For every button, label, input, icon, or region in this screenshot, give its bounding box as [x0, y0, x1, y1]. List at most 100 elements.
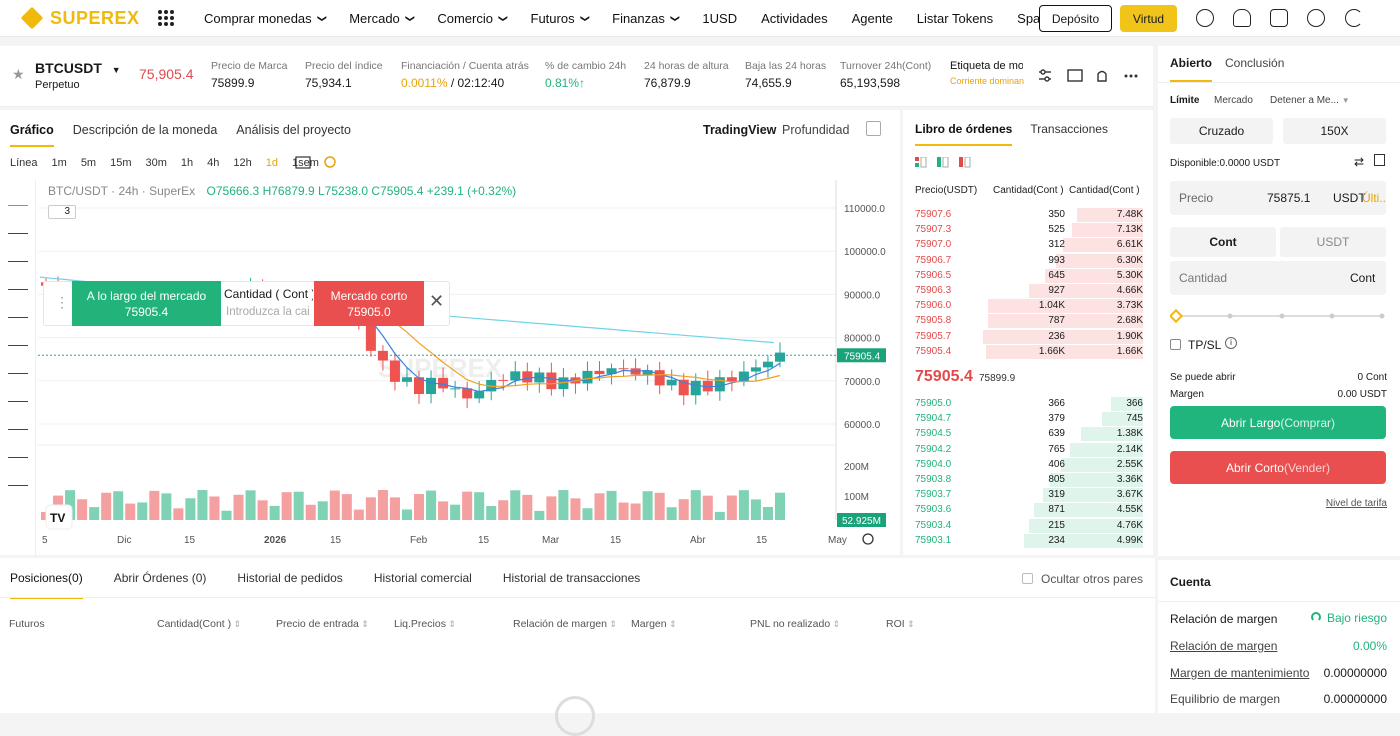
calculator-icon[interactable] — [1374, 154, 1385, 166]
column-header-2[interactable]: Precio de entrada ⇕ — [276, 618, 369, 630]
tab-depth[interactable]: Profundidad — [782, 123, 850, 137]
unit-usdt-tab[interactable]: USDT — [1280, 227, 1386, 257]
nav-item-8[interactable]: Listar Tokens — [917, 11, 993, 26]
tab-positions-2[interactable]: Historial de pedidos — [237, 571, 343, 585]
orderbook-row-bids[interactable]: 75904.5 639 1.38K — [915, 427, 1143, 442]
trendline-icon[interactable] — [8, 216, 28, 234]
column-header-5[interactable]: Margen ⇕ — [631, 618, 677, 630]
timeframe-5[interactable]: 1h — [180, 157, 194, 169]
tab-close[interactable]: Conclusión — [1225, 56, 1285, 70]
user-icon[interactable] — [1196, 9, 1214, 27]
ruler-icon[interactable] — [8, 412, 28, 430]
zoom-icon[interactable] — [8, 440, 28, 458]
orderbook-row-asks[interactable]: 75905.7 236 1.90K — [915, 329, 1143, 345]
nav-item-7[interactable]: Agente — [852, 11, 893, 26]
quick-short-button[interactable]: Mercado corto 75905.0 — [314, 281, 424, 326]
fullscreen-icon[interactable] — [866, 121, 881, 136]
bell-icon[interactable] — [1233, 9, 1251, 27]
magnet-icon[interactable] — [8, 468, 28, 486]
orderbook-row-asks[interactable]: 75906.3 927 4.66K — [915, 284, 1143, 299]
tab-tradingview[interactable]: TradingView — [703, 123, 777, 137]
horizontal-lines-icon[interactable] — [8, 244, 28, 262]
orderbook-row-bids[interactable]: 75904.2 765 2.14K — [915, 442, 1143, 458]
quick-long-button[interactable]: A lo largo del mercado 75905.4 — [72, 281, 221, 326]
column-header-1[interactable]: Cantidad(Cont ) ⇕ — [157, 618, 241, 630]
nav-item-0[interactable]: Comprar monedas ❯ — [204, 11, 327, 26]
nav-item-1[interactable]: Mercado ❯ — [349, 11, 415, 26]
tab-open[interactable]: Abierto — [1170, 56, 1212, 82]
leverage-button[interactable]: 150X — [1283, 118, 1386, 144]
pattern-icon[interactable] — [8, 328, 28, 346]
tab-positions-1[interactable]: Abrir Órdenes (0) — [113, 571, 207, 585]
nav-item-6[interactable]: Actividades — [761, 11, 827, 26]
price-chart[interactable]: SUPEREX110000.0100000.090000.080000.0700… — [38, 180, 898, 552]
open-long-button[interactable]: Abrir Largo (Comprar) — [1170, 406, 1386, 439]
column-header-4[interactable]: Relación de margen ⇕ — [513, 618, 617, 630]
apps-grid-icon[interactable] — [158, 10, 174, 26]
brush-icon[interactable] — [8, 272, 28, 290]
orderbook-row-asks[interactable]: 75906.5 645 5.30K — [915, 268, 1143, 284]
tab-positions-0[interactable]: Posiciones(0) — [10, 571, 83, 599]
open-short-button[interactable]: Abrir Corto (Vender) — [1170, 451, 1386, 484]
orderbook-row-asks[interactable]: 75906.7 993 6.30K — [915, 253, 1143, 269]
timeframe-7[interactable]: 12h — [233, 157, 252, 169]
hide-pairs-checkbox[interactable] — [1022, 573, 1033, 584]
order-type-market[interactable]: Mercado — [1214, 95, 1253, 106]
timeframe-0[interactable]: Línea — [10, 157, 38, 169]
fee-level-link[interactable]: Nivel de tarifa — [1325, 498, 1387, 509]
order-type-stop[interactable]: Detener a Me... ▼ — [1270, 95, 1350, 106]
timeframe-1[interactable]: 1m — [51, 157, 67, 169]
tab-order-book[interactable]: Libro de órdenes — [915, 122, 1013, 146]
tab-trades[interactable]: Transacciones — [1030, 122, 1108, 136]
nav-item-4[interactable]: Finanzas ❯ — [612, 11, 680, 26]
orderbook-row-asks[interactable]: 75907.0 312 6.61K — [915, 238, 1143, 253]
maintenance-margin-link[interactable]: Margen de mantenimiento — [1170, 666, 1310, 680]
orderbook-row-bids[interactable]: 75903.6 871 4.55K — [915, 503, 1143, 518]
account-margin-ratio-link[interactable]: Relación de margen — [1170, 639, 1278, 653]
nav-item-2[interactable]: Comercio ❯ — [437, 11, 508, 26]
globe-icon[interactable] — [1307, 9, 1325, 27]
close-icon[interactable]: ✕ — [429, 291, 445, 311]
favorite-star-icon[interactable]: ★ — [12, 66, 25, 82]
timeframe-3[interactable]: 15m — [110, 157, 132, 169]
orderbook-view-toggles[interactable] — [915, 157, 975, 169]
transfer-icon[interactable]: ⇄ — [1354, 155, 1365, 169]
download-icon[interactable] — [1270, 9, 1288, 27]
quantity-input[interactable]: Cantidad Cont — [1170, 261, 1386, 295]
text-icon[interactable] — [8, 300, 28, 318]
orderbook-row-bids[interactable]: 75903.1 234 4.99K — [915, 533, 1143, 549]
orderbook-row-asks[interactable]: 75907.3 525 7.13K — [915, 223, 1143, 238]
timeframe-2[interactable]: 5m — [80, 157, 97, 169]
timeframe-4[interactable]: 30m — [145, 157, 167, 169]
tab-positions-4[interactable]: Historial de transacciones — [502, 571, 641, 585]
column-header-3[interactable]: Liq.Precios ⇕ — [394, 618, 456, 630]
orderbook-row-bids[interactable]: 75903.8 805 3.36K — [915, 473, 1143, 488]
vip-button[interactable]: Virtud — [1120, 5, 1177, 32]
timeframe-9[interactable]: 1sem — [292, 157, 319, 169]
orderbook-row-bids[interactable]: 75905.0 366 366 — [915, 397, 1143, 412]
symbol-selector[interactable]: BTCUSDT ▼ — [35, 60, 121, 76]
orderbook-row-bids[interactable]: 75903.7 319 3.67K — [915, 488, 1143, 503]
orderbook-row-asks[interactable]: 75907.6 350 7.48K — [915, 208, 1143, 223]
crosshair-icon[interactable] — [8, 188, 28, 206]
nav-item-5[interactable]: 1USD — [702, 11, 737, 26]
tpsl-checkbox[interactable] — [1170, 339, 1181, 350]
orderbook-row-bids[interactable]: 75904.7 379 745 — [915, 412, 1143, 427]
order-type-limit[interactable]: Límite — [1170, 95, 1200, 106]
tab-chart-2[interactable]: Análisis del proyecto — [236, 123, 351, 137]
info-icon[interactable]: i — [1225, 337, 1237, 349]
quantity-slider[interactable] — [1170, 308, 1386, 324]
superex-logo[interactable]: SUPEREX — [20, 6, 144, 30]
margin-mode-button[interactable]: Cruzado — [1170, 118, 1273, 144]
moon-icon[interactable] — [1345, 9, 1363, 27]
price-input[interactable]: Precio 75875.1 USDT Últi... — [1170, 181, 1386, 215]
timeframe-8[interactable]: 1d — [265, 157, 279, 169]
tab-chart-0[interactable]: Gráfico — [10, 123, 54, 147]
deposit-button[interactable]: Depósito — [1039, 5, 1112, 32]
timeframe-6[interactable]: 4h — [207, 157, 220, 169]
tab-positions-3[interactable]: Historial comercial — [373, 571, 472, 585]
heart-icon[interactable] — [8, 384, 28, 402]
orderbook-row-bids[interactable]: 75904.0 406 2.55K — [915, 457, 1143, 473]
last-price-shortcut[interactable]: Últi... — [1362, 191, 1386, 205]
orderbook-row-asks[interactable]: 75906.0 1.04K 3.73K — [915, 299, 1143, 314]
